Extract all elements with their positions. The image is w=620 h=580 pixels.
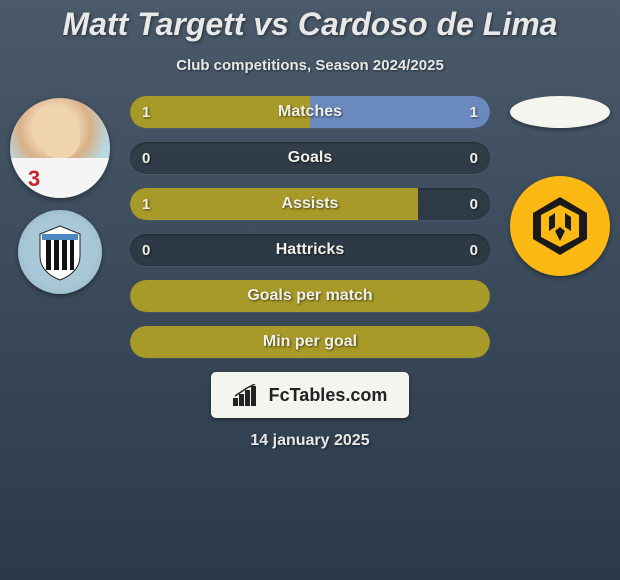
right-side: [508, 96, 612, 276]
comparison-main: 3 1Matches10Goals01Assists00Hattricks0Go…: [0, 96, 620, 358]
brand-text: FcTables.com: [269, 385, 388, 406]
stat-value-right: 0: [470, 196, 478, 213]
stat-value-right: 1: [470, 104, 478, 121]
stat-label: Assists: [130, 195, 490, 213]
stat-label: Goals: [130, 149, 490, 167]
page-title: Matt Targett vs Cardoso de Lima: [0, 0, 620, 43]
date-label: 14 january 2025: [0, 432, 620, 450]
newcastle-crest-icon: [30, 222, 90, 282]
wolves-crest-icon: [525, 191, 595, 261]
club-badge-right: [510, 176, 610, 276]
left-side: 3: [8, 96, 112, 294]
brand-badge: FcTables.com: [211, 372, 409, 418]
stat-label: Min per goal: [130, 333, 490, 351]
stat-value-right: 0: [470, 150, 478, 167]
club-badge-left: [18, 210, 102, 294]
player-right-placeholder: [510, 96, 610, 128]
stat-label: Hattricks: [130, 241, 490, 259]
player-left-shirt-number: 3: [28, 166, 40, 192]
player-left-avatar: 3: [10, 98, 110, 198]
stat-value-right: 0: [470, 242, 478, 259]
stat-row: 1Assists0: [130, 188, 490, 220]
stat-row: Goals per match: [130, 280, 490, 312]
stat-row: Min per goal: [130, 326, 490, 358]
stat-bars: 1Matches10Goals01Assists00Hattricks0Goal…: [112, 96, 508, 358]
stat-row: 0Goals0: [130, 142, 490, 174]
subtitle: Club competitions, Season 2024/2025: [0, 57, 620, 74]
fctables-logo-icon: [233, 384, 263, 406]
stat-label: Matches: [130, 103, 490, 121]
stat-label: Goals per match: [130, 287, 490, 305]
stat-row: 1Matches1: [130, 96, 490, 128]
stat-row: 0Hattricks0: [130, 234, 490, 266]
